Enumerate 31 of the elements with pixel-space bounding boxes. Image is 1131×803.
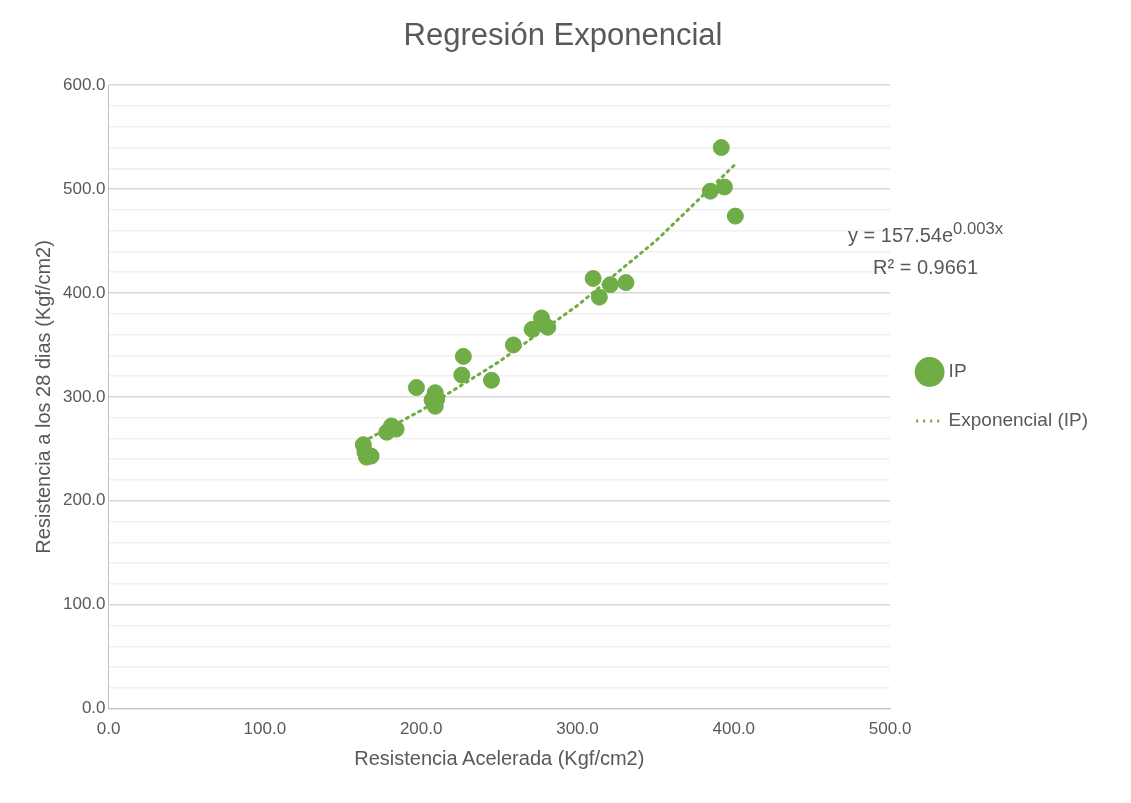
point: [454, 347, 472, 365]
point: [483, 371, 500, 389]
x-tick-label: 500.0: [868, 719, 912, 739]
x-tick-label: 0.0: [96, 719, 121, 739]
chart-title: Regresión Exponencial: [403, 17, 723, 53]
y-tick-label: 500.0: [62, 178, 106, 198]
x-tick-label: 200.0: [399, 719, 443, 739]
y-axis-title: Resistencia a los 28 dias (Kgf/cm2): [31, 240, 54, 554]
y-tick-label: 600.0: [62, 74, 106, 94]
point: [617, 274, 635, 292]
legend-label: Exponencial (IP): [948, 409, 1088, 431]
y-tick-label: 300.0: [62, 386, 106, 406]
y-tick-label: 0.0: [81, 698, 106, 718]
y-tick-label: 400.0: [62, 282, 106, 302]
point: [584, 269, 602, 287]
point: [712, 139, 730, 157]
annotation: y = 157.54e$^{0.003x}$: [848, 218, 1004, 248]
x-tick-label: 400.0: [712, 719, 756, 739]
x-tick-label: 100.0: [243, 719, 287, 739]
x-axis-title: Resistencia Acelerada (Kgf/cm2): [354, 746, 645, 769]
legend-label: IP: [948, 360, 967, 382]
point: [715, 178, 733, 196]
annotation: R² = 0.9661: [872, 254, 980, 280]
point: [407, 379, 425, 397]
x-tick-label: 300.0: [556, 719, 599, 739]
point: [726, 207, 744, 225]
point: [590, 288, 608, 306]
y-tick-label: 200.0: [62, 490, 106, 510]
point: [453, 366, 471, 384]
point: [504, 336, 522, 354]
y-tick-label: 100.0: [62, 594, 106, 614]
